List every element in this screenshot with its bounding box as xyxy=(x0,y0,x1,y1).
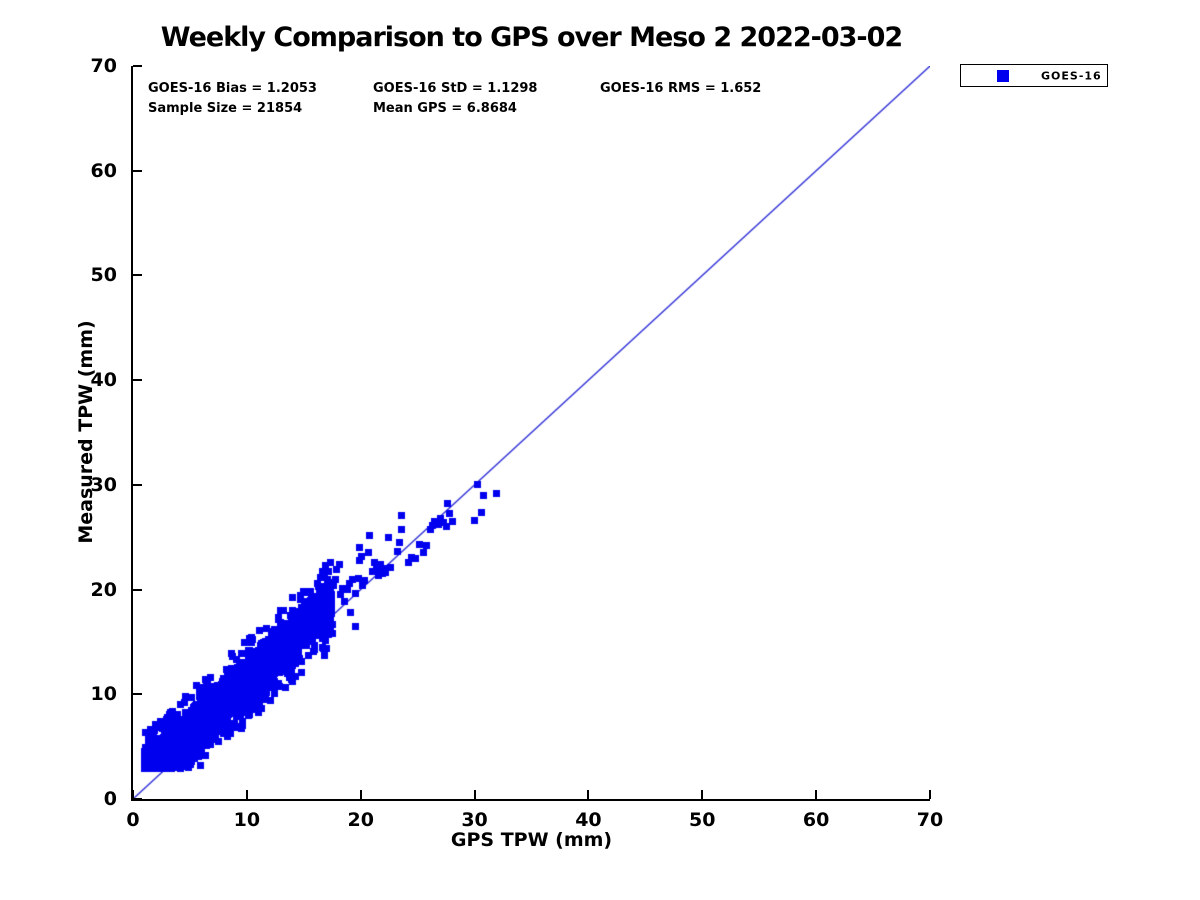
y-tick-mark xyxy=(133,169,142,172)
y-tick-label: 10 xyxy=(90,683,117,706)
x-tick-mark xyxy=(815,790,818,799)
y-tick-label: 0 xyxy=(103,788,117,810)
y-tick-mark xyxy=(133,588,142,591)
legend-series-label: GOES-16 xyxy=(1041,69,1102,82)
y-tick-label: 30 xyxy=(90,473,117,496)
y-axis-spine xyxy=(131,66,133,801)
chart-title: Weekly Comparison to GPS over Meso 2 202… xyxy=(160,22,903,53)
y-axis-label: Measured TPW (mm) xyxy=(75,320,97,544)
x-tick-label: 50 xyxy=(689,809,716,831)
x-tick-mark xyxy=(701,790,704,799)
x-tick-label: 30 xyxy=(461,809,488,831)
x-tick-label: 10 xyxy=(233,809,261,831)
y-tick-mark xyxy=(133,379,142,382)
x-tick-label: 0 xyxy=(126,809,140,831)
y-tick-mark xyxy=(133,693,142,696)
x-axis-spine xyxy=(131,799,930,801)
x-tick-mark xyxy=(359,790,362,799)
y-tick-label: 60 xyxy=(90,159,117,182)
y-tick-label: 50 xyxy=(90,264,117,287)
scatter-canvas xyxy=(133,66,930,799)
x-tick-mark xyxy=(929,790,931,799)
x-axis-label: GPS TPW (mm) xyxy=(450,829,613,851)
y-tick-mark xyxy=(133,798,142,800)
x-tick-label: 20 xyxy=(347,809,374,831)
x-tick-mark xyxy=(587,790,590,799)
y-tick-label: 20 xyxy=(90,578,117,601)
y-tick-mark xyxy=(133,274,142,277)
legend-marker-square xyxy=(997,69,1009,82)
x-tick-label: 70 xyxy=(916,809,944,831)
x-tick-label: 60 xyxy=(802,809,830,831)
y-tick-mark xyxy=(133,483,142,486)
y-tick-mark xyxy=(133,65,142,67)
x-tick-label: 40 xyxy=(575,809,602,831)
x-tick-mark xyxy=(473,790,476,799)
legend-box: GOES-16 xyxy=(960,64,1108,87)
x-tick-mark xyxy=(132,790,134,799)
y-tick-label: 40 xyxy=(90,369,117,392)
plot-area: 0 10 20 30 40 50 60 70 0 10 20 30 40 50 60 70 xyxy=(91,55,944,831)
y-tick-label: 70 xyxy=(90,55,117,77)
x-tick-mark xyxy=(245,790,248,799)
